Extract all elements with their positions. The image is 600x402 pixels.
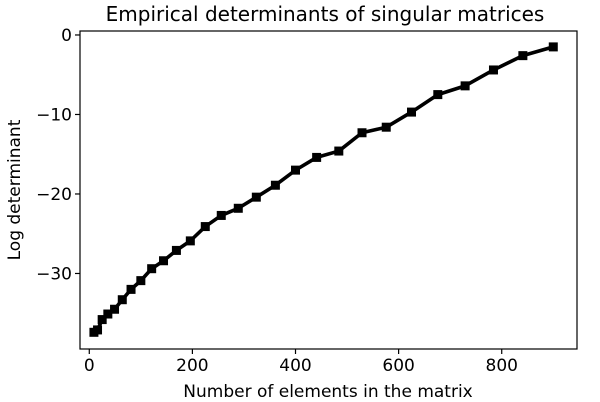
x-axis-label: Number of elements in the matrix <box>183 382 472 402</box>
y-axis: 0 −10 −20 −30 <box>36 26 80 284</box>
y-axis-label: Log determinant <box>5 119 25 260</box>
data-point <box>433 90 443 100</box>
data-point <box>548 42 558 52</box>
x-tick-label: 600 <box>382 356 414 376</box>
data-point <box>159 256 169 266</box>
plot-frame <box>79 30 578 350</box>
data-point <box>126 284 136 294</box>
data-point <box>117 295 127 305</box>
series-line <box>92 45 556 335</box>
data-point <box>381 122 391 132</box>
x-tick-label: 400 <box>279 356 311 376</box>
x-axis: 0 200 400 600 800 <box>84 349 518 376</box>
data-point <box>147 264 157 274</box>
data-point <box>312 152 322 162</box>
data-point <box>233 203 243 213</box>
data-point <box>110 304 120 314</box>
data-point <box>518 51 528 61</box>
data-point <box>460 81 470 91</box>
data-point <box>93 325 103 335</box>
data-point <box>251 192 261 202</box>
y-tick-label: −30 <box>36 264 72 284</box>
x-tick-label: 800 <box>486 356 518 376</box>
data-point <box>407 107 417 117</box>
data-point <box>270 180 280 190</box>
data-point <box>488 65 498 75</box>
data-point <box>103 309 113 319</box>
x-tick-label: 0 <box>84 356 95 376</box>
data-point <box>185 236 195 246</box>
series-layer <box>89 42 558 337</box>
data-point <box>216 210 226 220</box>
data-point <box>357 128 367 138</box>
x-tick-label: 200 <box>176 356 208 376</box>
chart-title: Empirical determinants of singular matri… <box>106 2 545 26</box>
data-point <box>200 222 210 232</box>
data-point <box>291 165 300 175</box>
data-point <box>171 245 181 255</box>
y-tick-label: −10 <box>36 105 72 125</box>
y-tick-label: −20 <box>36 185 72 205</box>
data-point <box>97 315 107 325</box>
data-point <box>334 146 344 156</box>
y-tick-label: 0 <box>61 26 72 46</box>
data-point <box>136 276 146 286</box>
